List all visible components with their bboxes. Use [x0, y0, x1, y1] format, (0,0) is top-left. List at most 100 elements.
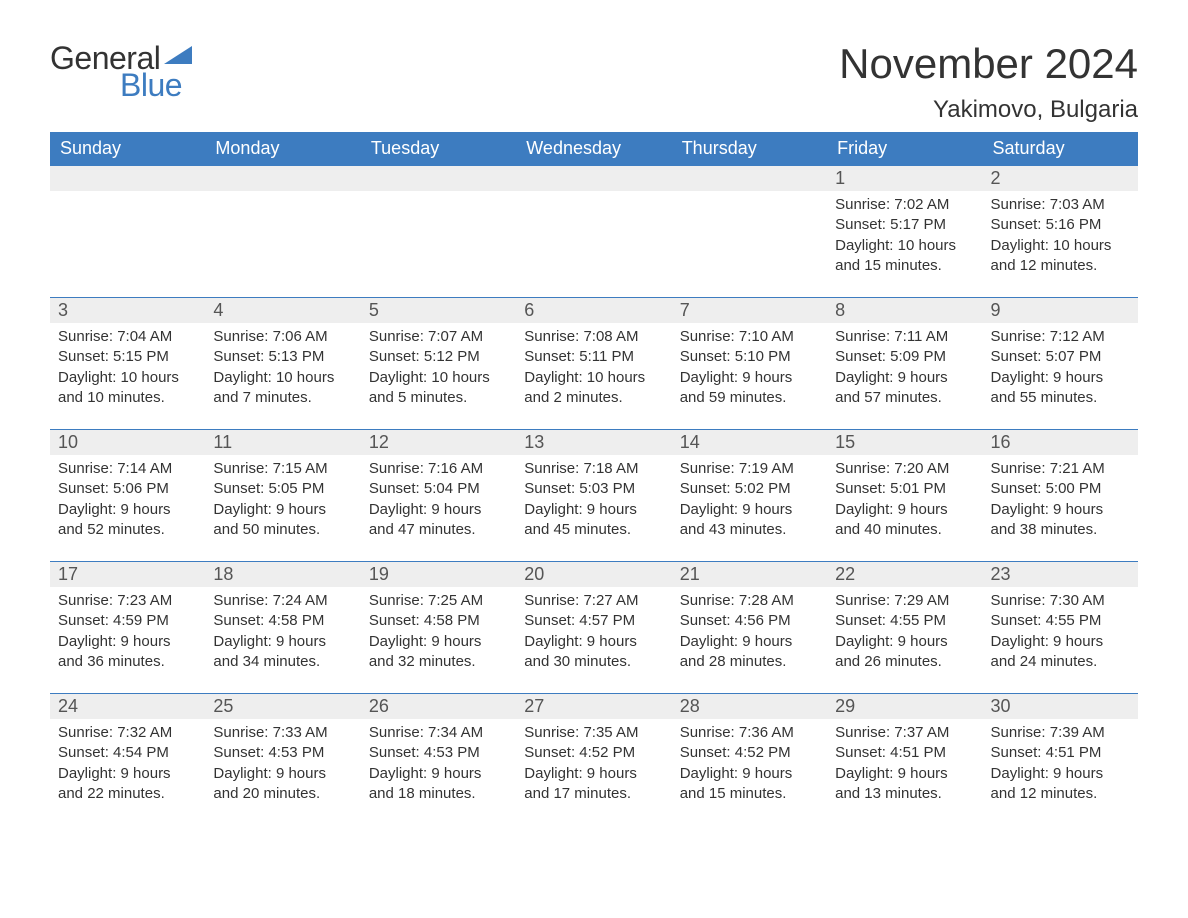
daylight-text-line1: Daylight: 10 hours [369, 368, 508, 388]
sunrise-text: Sunrise: 7:37 AM [835, 723, 974, 743]
day-cell: 19Sunrise: 7:25 AMSunset: 4:58 PMDayligh… [361, 561, 516, 693]
daylight-text-line1: Daylight: 10 hours [58, 368, 197, 388]
sunset-text: Sunset: 5:00 PM [991, 479, 1130, 499]
week-row: 17Sunrise: 7:23 AMSunset: 4:59 PMDayligh… [50, 561, 1138, 693]
day-number: 27 [516, 694, 671, 719]
sunset-text: Sunset: 5:13 PM [213, 347, 352, 367]
day-content: Sunrise: 7:33 AMSunset: 4:53 PMDaylight:… [205, 719, 360, 808]
sunrise-text: Sunrise: 7:29 AM [835, 591, 974, 611]
day-cell: 11Sunrise: 7:15 AMSunset: 5:05 PMDayligh… [205, 429, 360, 561]
day-number: 7 [672, 298, 827, 323]
daylight-text-line1: Daylight: 9 hours [369, 764, 508, 784]
daylight-text-line2: and 10 minutes. [58, 388, 197, 408]
sunrise-text: Sunrise: 7:15 AM [213, 459, 352, 479]
sunrise-text: Sunrise: 7:08 AM [524, 327, 663, 347]
day-cell: 14Sunrise: 7:19 AMSunset: 5:02 PMDayligh… [672, 429, 827, 561]
calendar-body: 1Sunrise: 7:02 AMSunset: 5:17 PMDaylight… [50, 165, 1138, 825]
day-cell: 21Sunrise: 7:28 AMSunset: 4:56 PMDayligh… [672, 561, 827, 693]
daylight-text-line2: and 40 minutes. [835, 520, 974, 540]
sunrise-text: Sunrise: 7:10 AM [680, 327, 819, 347]
sunset-text: Sunset: 5:05 PM [213, 479, 352, 499]
daylight-text-line2: and 2 minutes. [524, 388, 663, 408]
daylight-text-line2: and 32 minutes. [369, 652, 508, 672]
sunrise-text: Sunrise: 7:27 AM [524, 591, 663, 611]
sunrise-text: Sunrise: 7:12 AM [991, 327, 1130, 347]
daylight-text-line1: Daylight: 9 hours [213, 764, 352, 784]
day-content: Sunrise: 7:36 AMSunset: 4:52 PMDaylight:… [672, 719, 827, 808]
sunrise-text: Sunrise: 7:21 AM [991, 459, 1130, 479]
day-number: 11 [205, 430, 360, 455]
month-year-title: November 2024 [839, 40, 1138, 88]
sunrise-text: Sunrise: 7:34 AM [369, 723, 508, 743]
day-number: 2 [983, 166, 1138, 191]
day-content: Sunrise: 7:14 AMSunset: 5:06 PMDaylight:… [50, 455, 205, 544]
daylight-text-line2: and 20 minutes. [213, 784, 352, 804]
sunset-text: Sunset: 4:57 PM [524, 611, 663, 631]
daylight-text-line2: and 45 minutes. [524, 520, 663, 540]
day-number: 30 [983, 694, 1138, 719]
sunrise-text: Sunrise: 7:18 AM [524, 459, 663, 479]
daylight-text-line1: Daylight: 10 hours [524, 368, 663, 388]
calendar-table: SundayMondayTuesdayWednesdayThursdayFrid… [50, 132, 1138, 825]
day-number: 24 [50, 694, 205, 719]
day-content: Sunrise: 7:19 AMSunset: 5:02 PMDaylight:… [672, 455, 827, 544]
header-row: General Blue November 2024 Yakimovo, Bul… [50, 40, 1138, 124]
day-number: 26 [361, 694, 516, 719]
day-number: 25 [205, 694, 360, 719]
daylight-text-line1: Daylight: 9 hours [991, 632, 1130, 652]
day-cell: 12Sunrise: 7:16 AMSunset: 5:04 PMDayligh… [361, 429, 516, 561]
day-header-monday: Monday [205, 132, 360, 165]
daylight-text-line2: and 7 minutes. [213, 388, 352, 408]
daylight-text-line2: and 15 minutes. [680, 784, 819, 804]
sunset-text: Sunset: 4:55 PM [835, 611, 974, 631]
daylight-text-line1: Daylight: 9 hours [991, 764, 1130, 784]
day-header-tuesday: Tuesday [361, 132, 516, 165]
daylight-text-line2: and 12 minutes. [991, 784, 1130, 804]
daylight-text-line2: and 18 minutes. [369, 784, 508, 804]
sunset-text: Sunset: 5:11 PM [524, 347, 663, 367]
day-content: Sunrise: 7:39 AMSunset: 4:51 PMDaylight:… [983, 719, 1138, 808]
daylight-text-line1: Daylight: 9 hours [524, 500, 663, 520]
day-cell: 5Sunrise: 7:07 AMSunset: 5:12 PMDaylight… [361, 297, 516, 429]
daylight-text-line2: and 47 minutes. [369, 520, 508, 540]
sunset-text: Sunset: 5:06 PM [58, 479, 197, 499]
day-content: Sunrise: 7:15 AMSunset: 5:05 PMDaylight:… [205, 455, 360, 544]
day-cell [50, 165, 205, 297]
day-number-empty [361, 166, 516, 191]
day-content: Sunrise: 7:11 AMSunset: 5:09 PMDaylight:… [827, 323, 982, 412]
day-cell: 28Sunrise: 7:36 AMSunset: 4:52 PMDayligh… [672, 693, 827, 825]
day-content: Sunrise: 7:02 AMSunset: 5:17 PMDaylight:… [827, 191, 982, 280]
day-content: Sunrise: 7:20 AMSunset: 5:01 PMDaylight:… [827, 455, 982, 544]
sunrise-text: Sunrise: 7:02 AM [835, 195, 974, 215]
day-number: 20 [516, 562, 671, 587]
day-cell: 24Sunrise: 7:32 AMSunset: 4:54 PMDayligh… [50, 693, 205, 825]
daylight-text-line1: Daylight: 9 hours [369, 500, 508, 520]
day-cell: 7Sunrise: 7:10 AMSunset: 5:10 PMDaylight… [672, 297, 827, 429]
day-number: 29 [827, 694, 982, 719]
day-content: Sunrise: 7:32 AMSunset: 4:54 PMDaylight:… [50, 719, 205, 808]
day-cell [361, 165, 516, 297]
daylight-text-line2: and 13 minutes. [835, 784, 974, 804]
day-number: 13 [516, 430, 671, 455]
sunset-text: Sunset: 4:58 PM [369, 611, 508, 631]
day-content: Sunrise: 7:06 AMSunset: 5:13 PMDaylight:… [205, 323, 360, 412]
day-number: 16 [983, 430, 1138, 455]
sunset-text: Sunset: 5:12 PM [369, 347, 508, 367]
sunrise-text: Sunrise: 7:11 AM [835, 327, 974, 347]
sunset-text: Sunset: 4:53 PM [369, 743, 508, 763]
sunrise-text: Sunrise: 7:39 AM [991, 723, 1130, 743]
day-number: 10 [50, 430, 205, 455]
daylight-text-line2: and 34 minutes. [213, 652, 352, 672]
logo: General Blue [50, 40, 192, 104]
day-cell [516, 165, 671, 297]
week-row: 10Sunrise: 7:14 AMSunset: 5:06 PMDayligh… [50, 429, 1138, 561]
sunrise-text: Sunrise: 7:28 AM [680, 591, 819, 611]
daylight-text-line1: Daylight: 9 hours [835, 500, 974, 520]
daylight-text-line2: and 24 minutes. [991, 652, 1130, 672]
day-content: Sunrise: 7:29 AMSunset: 4:55 PMDaylight:… [827, 587, 982, 676]
sunrise-text: Sunrise: 7:20 AM [835, 459, 974, 479]
sunset-text: Sunset: 5:17 PM [835, 215, 974, 235]
day-content: Sunrise: 7:03 AMSunset: 5:16 PMDaylight:… [983, 191, 1138, 280]
day-content: Sunrise: 7:37 AMSunset: 4:51 PMDaylight:… [827, 719, 982, 808]
day-cell: 9Sunrise: 7:12 AMSunset: 5:07 PMDaylight… [983, 297, 1138, 429]
